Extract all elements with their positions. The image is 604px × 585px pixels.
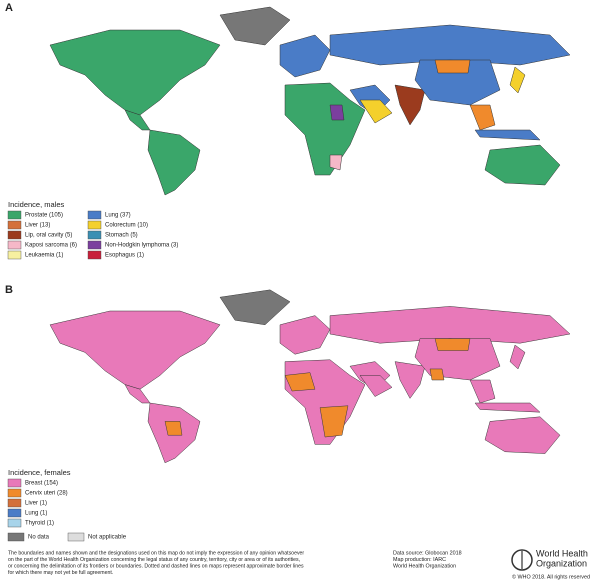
no-data-label: No data xyxy=(28,535,50,541)
legend-title: Incidence, females xyxy=(8,468,71,477)
legend-swatch xyxy=(7,478,22,488)
not-applicable-swatch xyxy=(67,532,85,542)
panel-label: A xyxy=(5,2,13,14)
legend-swatch xyxy=(7,250,22,260)
legend-label: Kaposi sarcoma (6) xyxy=(25,243,77,249)
who-name: Organization xyxy=(536,558,587,568)
legend-swatch xyxy=(7,230,22,240)
legend-label: Esophagus (1) xyxy=(105,253,144,259)
disclaimer: for which there may not yet be full agre… xyxy=(8,570,113,576)
legend-swatch xyxy=(7,240,22,250)
legend-swatch xyxy=(7,498,22,508)
legend-swatch xyxy=(7,210,22,220)
disclaimer: The boundaries and names shown and the d… xyxy=(8,550,304,556)
legend-label: Liver (13) xyxy=(25,223,50,229)
disclaimer: on the part of the World Health Organiza… xyxy=(8,557,300,563)
legend-label: Leukaemia (1) xyxy=(25,253,63,259)
map-females xyxy=(49,289,571,464)
legend-label: Lung (37) xyxy=(105,213,131,219)
not-applicable-label: Not applicable xyxy=(88,535,127,541)
legend-swatch xyxy=(87,210,102,220)
who-name: World Health xyxy=(536,548,588,558)
map-males xyxy=(49,6,571,196)
legend-swatch xyxy=(7,488,22,498)
legend-label: Stomach (5) xyxy=(105,233,138,239)
no-data-swatch xyxy=(7,532,25,542)
legend-title: Incidence, males xyxy=(8,200,65,209)
who-logo xyxy=(511,549,533,571)
source: Data source: Globocan 2018 xyxy=(393,550,462,556)
legend-swatch xyxy=(87,240,102,250)
legend-label: Liver (1) xyxy=(25,501,47,507)
copyright: © WHO 2018. All rights reserved xyxy=(512,573,590,580)
legend-swatch xyxy=(7,220,22,230)
legend-swatch xyxy=(7,508,22,518)
legend-label: Lip, oral cavity (5) xyxy=(25,233,72,239)
panel-label: B xyxy=(5,284,13,296)
legend-label: Non-Hodgkin lymphoma (3) xyxy=(105,243,178,249)
legend-swatch xyxy=(87,230,102,240)
legend-label: Breast (154) xyxy=(25,481,58,487)
legend-label: Cervix uteri (28) xyxy=(25,491,68,497)
disclaimer: or concerning the delimitation of its fr… xyxy=(8,563,304,569)
legend-swatch xyxy=(87,250,102,260)
legend-label: Colorectum (10) xyxy=(105,223,148,229)
legend-swatch xyxy=(7,518,22,528)
legend-label: Prostate (105) xyxy=(25,213,63,219)
source: World Health Organization xyxy=(393,563,456,569)
legend-label: Lung (1) xyxy=(25,511,47,517)
legend-swatch xyxy=(87,220,102,230)
source: Map production: IARC xyxy=(393,557,446,563)
legend-label: Thyroid (1) xyxy=(25,521,54,527)
